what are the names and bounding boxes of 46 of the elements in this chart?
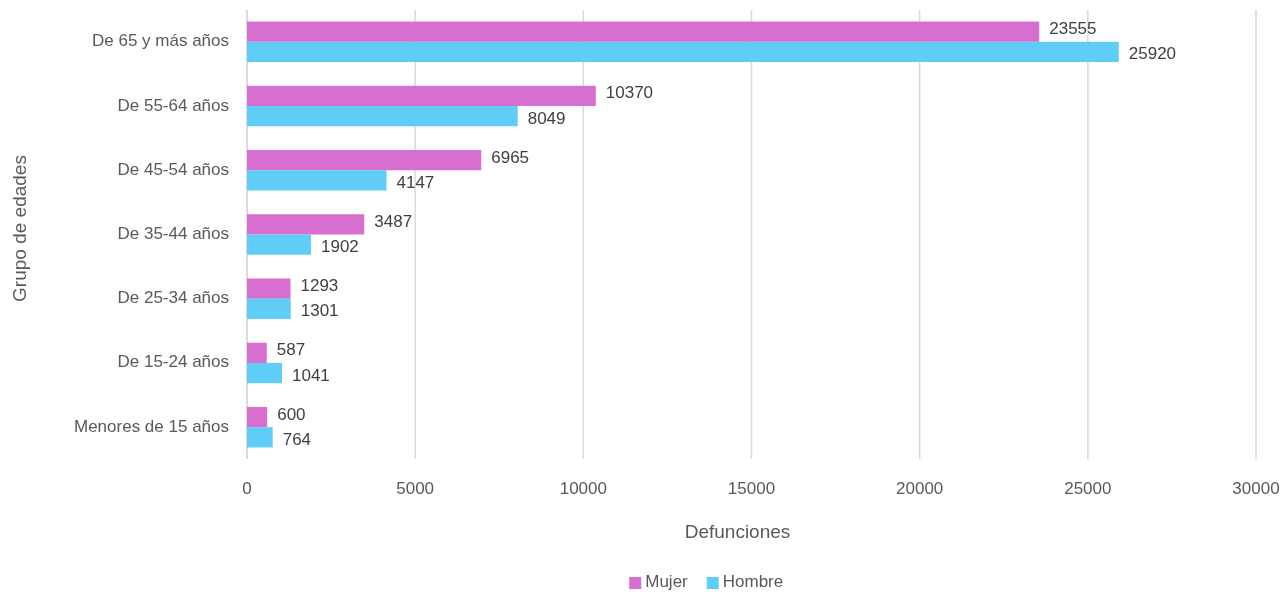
legend-label: Hombre xyxy=(722,572,784,592)
y-tick-label: De 65 y más años xyxy=(91,31,229,51)
bar xyxy=(247,234,311,255)
y-axis-title: Grupo de edades xyxy=(9,155,30,302)
bar xyxy=(247,41,1119,63)
data-label: 1293 xyxy=(300,276,339,296)
x-tick-label: 20000 xyxy=(896,479,944,498)
data-label: 1301 xyxy=(300,301,339,321)
x-tick-label: 0 xyxy=(242,479,252,498)
bar xyxy=(247,21,1040,42)
data-label: 4147 xyxy=(396,172,435,192)
data-label: 3487 xyxy=(374,211,413,231)
x-axis-title: Defunciones xyxy=(684,521,791,542)
data-label: 23555 xyxy=(1049,19,1097,39)
data-label: 587 xyxy=(276,340,306,360)
bar xyxy=(247,150,482,171)
y-tick-label: De 45-54 años xyxy=(117,159,229,179)
legend-label: Mujer xyxy=(645,572,689,592)
bar xyxy=(247,170,387,191)
bar xyxy=(247,85,596,107)
bar xyxy=(247,214,365,235)
bar xyxy=(247,406,268,428)
x-tick-label: 30000 xyxy=(1232,479,1280,498)
bar xyxy=(247,427,273,448)
bar xyxy=(247,106,518,127)
y-tick-label: De 55-64 años xyxy=(117,95,229,115)
data-label: 10370 xyxy=(605,83,654,103)
data-label: 25920 xyxy=(1128,44,1177,64)
y-tick-label: De 35-44 años xyxy=(117,223,229,243)
bar xyxy=(247,342,267,363)
x-tick-label: 15000 xyxy=(727,479,776,498)
x-tick-label: 25000 xyxy=(1064,479,1112,498)
data-label: 6965 xyxy=(491,147,530,167)
y-tick-label: De 25-34 años xyxy=(117,288,229,308)
data-label: 600 xyxy=(277,404,306,424)
bar xyxy=(247,278,291,299)
x-tick-label: 5000 xyxy=(396,479,435,498)
data-label: 8049 xyxy=(527,108,566,128)
data-label: 1041 xyxy=(292,365,330,385)
bar xyxy=(247,362,283,384)
data-label: 764 xyxy=(282,429,312,449)
data-label: 1902 xyxy=(320,237,359,257)
x-tick-label: 10000 xyxy=(559,479,607,498)
y-tick-label: De 15-24 años xyxy=(117,352,229,372)
bar xyxy=(247,298,291,319)
y-tick-label: Menores de 15 años xyxy=(74,416,229,436)
